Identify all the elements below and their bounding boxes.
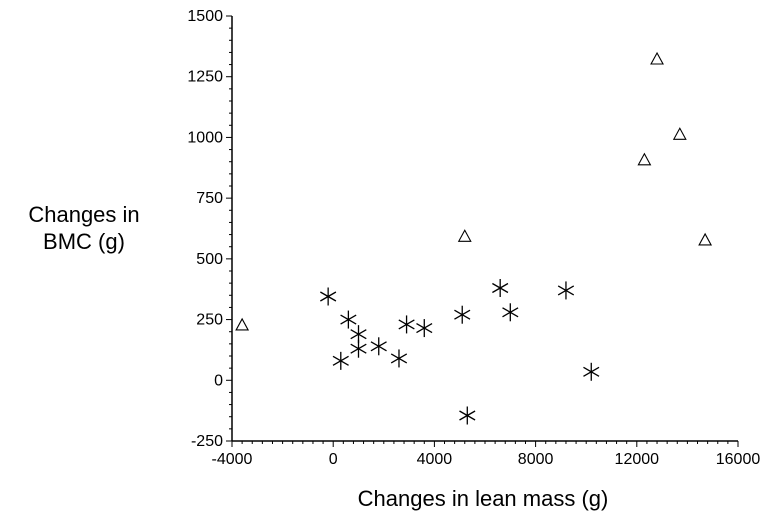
asterisk-stroke — [492, 282, 509, 294]
x-tick-label: 0 — [329, 451, 338, 468]
y-tick-label: 0 — [214, 372, 223, 389]
triangle-point — [637, 152, 652, 166]
data-points — [235, 51, 713, 425]
axis-ticks: -250 0 250 500 750 1000 1250 1500 -4000 0 4000 8000… — [187, 8, 760, 468]
asterisk-stroke — [416, 323, 433, 334]
asterisk-point — [502, 303, 519, 322]
triangle-point — [650, 51, 664, 65]
y-tick-label: 500 — [196, 251, 223, 268]
asterisk-point — [340, 310, 357, 329]
y-tick-label: 750 — [196, 190, 223, 207]
y-tick-label: 1500 — [187, 8, 223, 25]
asterisk-point — [320, 287, 337, 306]
asterisk-stroke — [454, 309, 471, 320]
y-tick-label: 1250 — [187, 69, 223, 86]
asterisk-stroke — [502, 307, 519, 318]
triangle-point — [457, 229, 472, 242]
asterisk-point — [370, 337, 387, 356]
y-tick-label: 1000 — [187, 129, 223, 146]
asterisk-stroke — [350, 343, 367, 354]
triangle-point — [235, 317, 250, 331]
axes — [231, 16, 738, 442]
triangle-point — [698, 232, 713, 246]
asterisk-point — [390, 349, 408, 368]
asterisk-stroke — [332, 355, 349, 366]
x-tick-label: 12000 — [615, 451, 660, 468]
asterisk-stroke — [340, 314, 357, 325]
asterisk-stroke — [350, 329, 367, 340]
asterisk-stroke — [398, 319, 415, 330]
asterisk-point — [492, 279, 509, 297]
asterisk-stroke — [459, 410, 476, 421]
x-tick-label: 4000 — [417, 451, 453, 468]
x-tick-label: 8000 — [518, 451, 554, 468]
asterisk-stroke — [557, 285, 575, 296]
asterisk-point — [454, 305, 471, 324]
asterisk-point — [416, 319, 433, 338]
asterisk-point — [350, 339, 367, 358]
asterisk-point — [557, 281, 575, 300]
x-axis-title: Changes in lean mass (g) — [358, 486, 609, 511]
y-axis-title-line-2: BMC (g) — [43, 229, 125, 254]
y-axis-title-line-1: Changes in — [28, 202, 139, 227]
asterisk-point — [459, 406, 476, 425]
asterisk-point — [398, 315, 415, 334]
asterisk-stroke — [320, 291, 337, 302]
y-tick-label: 250 — [196, 312, 223, 329]
asterisk-point — [332, 351, 349, 370]
x-tick-label: 16000 — [716, 451, 761, 468]
triangle-point — [672, 127, 687, 140]
y-tick-label: -250 — [191, 433, 223, 450]
asterisk-stroke — [370, 341, 387, 352]
asterisk-point — [583, 362, 600, 381]
asterisk-stroke — [390, 353, 408, 364]
asterisk-stroke — [583, 366, 600, 377]
x-tick-label: -4000 — [212, 451, 253, 468]
